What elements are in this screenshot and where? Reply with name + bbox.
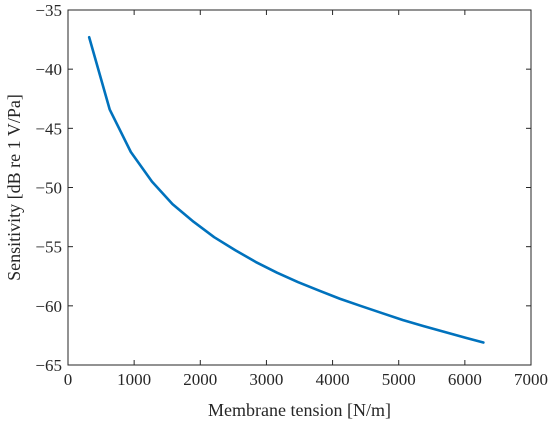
- y-tick-label: −55: [35, 238, 62, 257]
- y-axis-label: Sensitivity [dB re 1 V/Pa]: [4, 94, 24, 281]
- y-tick-label: −65: [35, 356, 62, 375]
- x-axis-label: Membrane tension [N/m]: [208, 400, 391, 420]
- x-tick-label: 2000: [183, 370, 217, 389]
- y-tick-label: −45: [35, 119, 62, 138]
- x-tick-label: 1000: [117, 370, 151, 389]
- x-tick-label: 5000: [382, 370, 416, 389]
- plot-background: [68, 10, 531, 365]
- x-tick-label: 3000: [249, 370, 283, 389]
- plot-frame: [67, 9, 532, 366]
- y-tick-label: −60: [35, 297, 62, 316]
- y-tick-label: −35: [35, 1, 62, 20]
- x-tick-label: 0: [64, 370, 73, 389]
- x-tick-label: 4000: [316, 370, 350, 389]
- x-tick-label: 7000: [514, 370, 548, 389]
- y-tick-label: −50: [35, 179, 62, 198]
- sensitivity-series-line: [87, 35, 485, 344]
- tick-labels-group: 0 1000 2000 3000 4000 5000 6000 7000 −35 −40 −45 −5…: [35, 1, 548, 389]
- y-tick-label: −40: [35, 60, 62, 79]
- x-tick-label: 6000: [448, 370, 482, 389]
